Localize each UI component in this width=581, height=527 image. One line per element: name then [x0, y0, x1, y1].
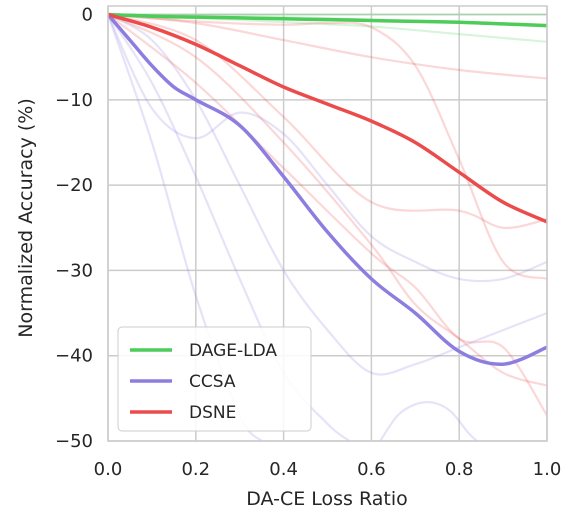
x-tick-label: 0.2: [181, 459, 210, 480]
series-line: [108, 12, 547, 28]
faint-run-line: [108, 13, 547, 229]
plot-frame: [107, 5, 548, 442]
series-line: [108, 12, 547, 366]
legend: DAGE-LDA CCSA DSNE: [117, 326, 312, 432]
y-tick-label: −30: [55, 260, 93, 281]
series-line: [108, 12, 547, 224]
faint-run-line: [379, 401, 478, 441]
y-tick-label: 0: [82, 5, 93, 26]
legend-label: DAGE-LDA: [189, 341, 277, 361]
x-tick-label: 0.0: [94, 459, 123, 480]
faint-run-line: [108, 13, 547, 80]
x-tick-label: 0.4: [269, 459, 298, 480]
x-tick-label: 0.8: [445, 459, 474, 480]
faint-run-line: [108, 13, 547, 416]
legend-label: CCSA: [189, 372, 236, 392]
y-tick-label: −50: [55, 431, 93, 452]
legend-label: DSNE: [189, 403, 236, 423]
y-tick-label: −40: [55, 346, 93, 367]
faint-run-line: [108, 13, 547, 376]
x-tick-label: 0.6: [357, 459, 386, 480]
y-tick-label: −10: [55, 90, 93, 111]
faint-run-line: [108, 13, 351, 441]
x-tick-label: 1.0: [533, 459, 562, 480]
x-axis-label: DA-CE Loss Ratio: [246, 488, 408, 510]
y-axis-ticks: 0 −10 −20 −30 −40 −50: [55, 5, 93, 452]
faint-run-line: [108, 13, 547, 280]
legend-box: [117, 326, 312, 432]
y-axis-label: Normalized Accuracy (%): [15, 98, 37, 337]
grid-lines: [107, 6, 548, 442]
faint-run-line: [108, 14, 547, 283]
y-tick-label: −20: [55, 175, 93, 196]
x-axis-ticks: 0.0 0.2 0.4 0.6 0.8 1.0: [94, 459, 562, 480]
